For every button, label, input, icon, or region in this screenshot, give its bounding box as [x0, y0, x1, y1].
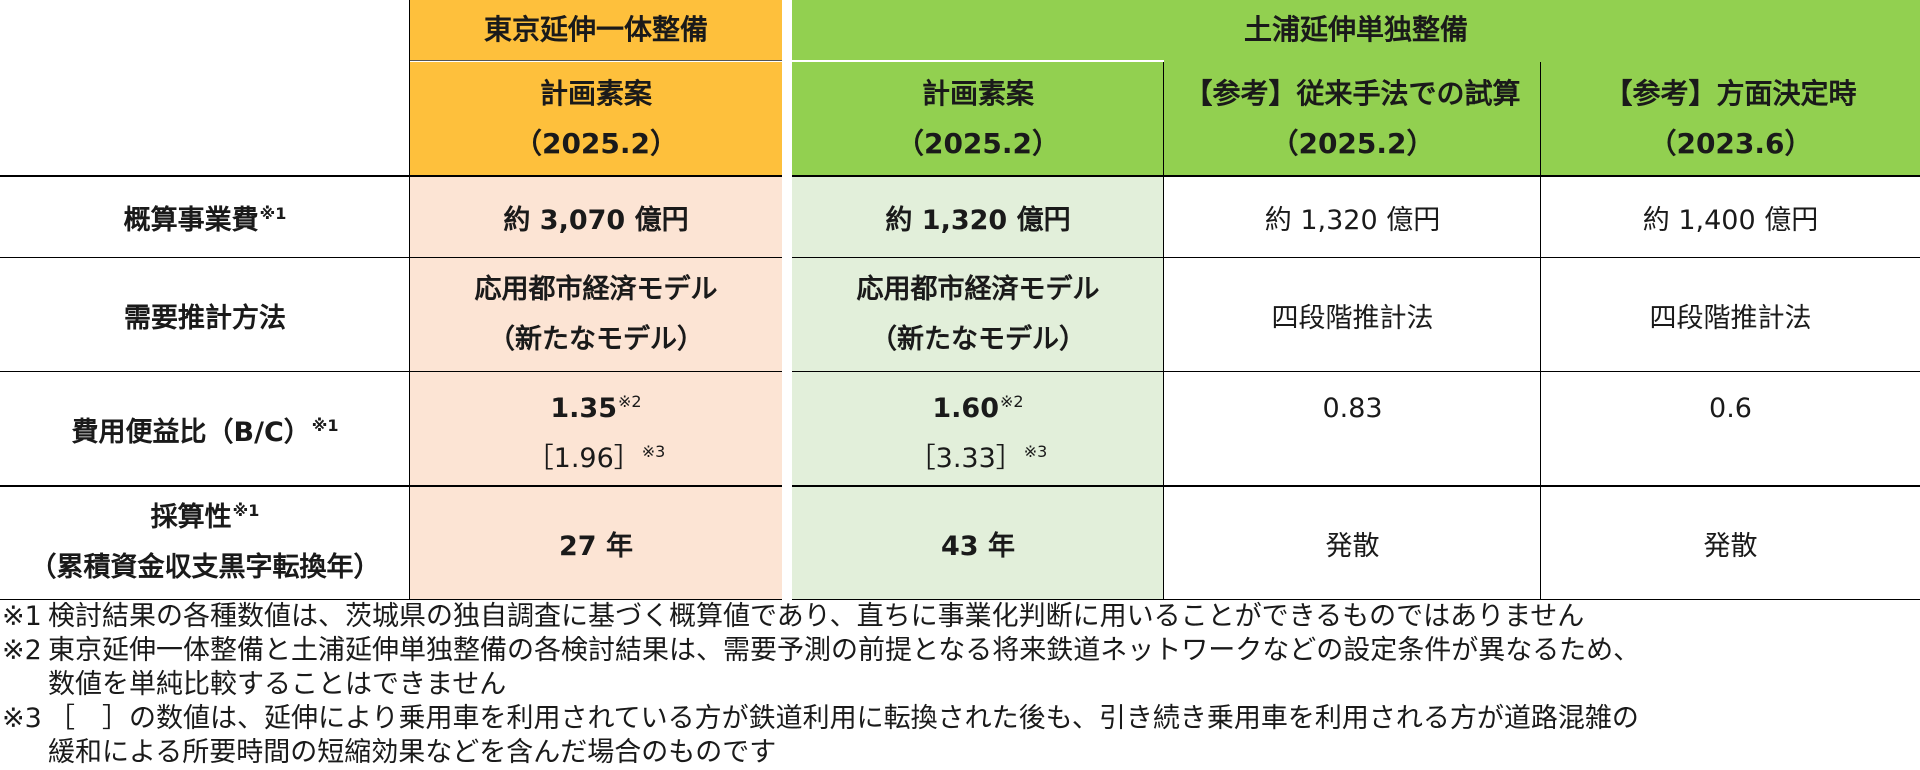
row-bc-c4: 0.6: [1541, 372, 1920, 486]
row-profit-c1-text: 27 年: [559, 530, 633, 562]
line-header-top: [410, 60, 782, 61]
tokyo-group-title: 東京延伸一体整備: [483, 13, 708, 46]
row-bc-c1-bracket: ［1.96］: [526, 443, 641, 474]
row-bc-c1-value: 1.35: [550, 393, 618, 424]
line-label-divider: [409, 0, 410, 600]
row-method-c1: 応用都市経済モデル （新たなモデル）: [410, 258, 782, 372]
tsuchiura-group-header: 土浦延伸単独整備: [792, 0, 1920, 60]
row-profit-c2-text: 43 年: [941, 530, 1015, 562]
footnote-3-line1: ［ ］の数値は、延伸により乗用車を利用されている方が鉄道利用に転換された後も、引…: [48, 703, 1639, 734]
row-method-c4: 四段階推計法: [1541, 258, 1920, 372]
row-bc-c2-bracket: ［3.33］: [908, 443, 1023, 474]
row-cost-label-text: 概算事業費: [123, 204, 259, 236]
row-bc-c1-bracket-note: ※3: [641, 442, 666, 461]
tokyo-group-header: 東京延伸一体整備: [410, 0, 782, 60]
col3-header-line1: 【参考】従来手法での試算: [1184, 77, 1521, 110]
row-bc-c4-text: 0.6: [1709, 393, 1752, 424]
row-bc-c1: 1.35※2 ［1.96］※3: [410, 372, 782, 486]
row-profit-label: 採算性※1 （累積資金収支黒字転換年）: [0, 486, 410, 600]
row-cost-c2-text: 約 1,320 億円: [885, 204, 1071, 236]
row-method-label: 需要推計方法: [0, 258, 410, 372]
row-bc-c3: 0.83: [1164, 372, 1541, 486]
row-bc-c2-note: ※2: [1000, 392, 1024, 411]
row-profit-c4: 発散: [1541, 486, 1920, 600]
row-cost-c1: 約 3,070 億円: [410, 176, 782, 258]
col1-header-line2: （2025.2）: [513, 127, 679, 160]
col3-header-line2: （2025.2）: [1270, 127, 1435, 160]
row-method-label-text: 需要推計方法: [124, 302, 286, 334]
row-profit-label-line2: （累積資金収支黒字転換年）: [29, 552, 381, 583]
col2-header-line2: （2025.2）: [895, 127, 1061, 160]
row-method-c1-line1: 応用都市経済モデル: [474, 274, 718, 305]
col4-header: 【参考】方面決定時 （2023.6）: [1541, 62, 1920, 176]
col1-body-bg: [410, 176, 782, 600]
row-cost-c3: 約 1,320 億円: [1164, 176, 1541, 258]
footnote-3-mark: ※3: [2, 703, 42, 734]
row-method-c4-text: 四段階推計法: [1649, 302, 1812, 334]
footnote-1: ※1 検討結果の各種数値は、茨城県の独自調査に基づく概算値であり、直ちに事業化判…: [0, 600, 1920, 634]
row-profit-c2: 43 年: [792, 486, 1164, 600]
col2-body-bg: [792, 176, 1164, 600]
footnote-1-text: 検討結果の各種数値は、茨城県の独自調査に基づく概算値であり、直ちに事業化判断に用…: [48, 601, 1585, 632]
line-col4-divider: [1540, 62, 1541, 600]
footnote-3: ※3 ［ ］の数値は、延伸により乗用車を利用されている方が鉄道利用に転換された後…: [0, 702, 1920, 770]
row-method-c1-line2: （新たなモデル）: [488, 324, 704, 355]
line-row2-bottom: [0, 371, 1920, 372]
row-bc-c2-bracket-note: ※3: [1023, 442, 1048, 461]
row-cost-label: 概算事業費※1: [0, 176, 410, 258]
col2-header: 計画素案 （2025.2）: [792, 62, 1164, 176]
row-profit-label-note: ※1: [232, 501, 260, 520]
col1-header: 計画素案 （2025.2）: [410, 62, 782, 176]
row-cost-label-note: ※1: [259, 203, 287, 223]
row-profit-label-line1: 採算性: [150, 502, 232, 533]
row-bc-c2-value: 1.60: [932, 393, 1000, 424]
row-profit-c4-text: 発散: [1703, 530, 1758, 562]
row-profit-c3-text: 発散: [1325, 530, 1380, 562]
row-bc-c2: 1.60※2 ［3.33］※3: [792, 372, 1164, 486]
col1-header-line1: 計画素案: [539, 77, 652, 110]
row-profit-c3: 発散: [1164, 486, 1541, 600]
row-bc-c1-note: ※2: [618, 392, 642, 411]
row-cost-c4: 約 1,400 億円: [1541, 176, 1920, 258]
row-method-c2-line2: （新たなモデル）: [870, 324, 1086, 355]
footnote-3-text: ［ ］の数値は、延伸により乗用車を利用されている方が鉄道利用に転換された後も、引…: [48, 702, 1920, 770]
line-row1-bottom: [0, 257, 1920, 258]
line-table-bottom: [0, 599, 1920, 600]
footnote-2-text: 東京延伸一体整備と土浦延伸単独整備の各検討結果は、需要予測の前提となる将来鉄道ネ…: [48, 634, 1920, 702]
row-method-c2-line1: 応用都市経済モデル: [856, 274, 1100, 305]
row-bc-c3-text: 0.83: [1322, 393, 1383, 424]
row-bc-label-note: ※1: [311, 415, 339, 435]
tsuchiura-group-title: 土浦延伸単独整備: [1243, 13, 1468, 46]
group-separator: [782, 0, 792, 600]
footnote-1-mark: ※1: [2, 601, 42, 632]
col4-header-line2: （2023.6）: [1648, 127, 1813, 160]
line-col3-divider: [1163, 62, 1164, 600]
row-bc-label-text: 費用便益比（B/C）: [71, 416, 311, 448]
line-row3-bottom: [0, 485, 1920, 487]
row-cost-c2: 約 1,320 億円: [792, 176, 1164, 258]
row-cost-c4-text: 約 1,400 億円: [1642, 204, 1819, 236]
footnote-2-mark: ※2: [2, 635, 42, 666]
row-cost-c3-text: 約 1,320 億円: [1264, 204, 1441, 236]
footnote-2: ※2 東京延伸一体整備と土浦延伸単独整備の各検討結果は、需要予測の前提となる将来…: [0, 634, 1920, 702]
footnotes: ※1 検討結果の各種数値は、茨城県の独自調査に基づく概算値であり、直ちに事業化判…: [0, 600, 1920, 770]
col3-header: 【参考】従来手法での試算 （2025.2）: [1164, 62, 1541, 176]
col2-header-line1: 計画素案: [921, 77, 1034, 110]
row-bc-label: 費用便益比（B/C）※1: [0, 372, 410, 486]
row-cost-c1-text: 約 3,070 億円: [503, 204, 689, 236]
col4-header-line1: 【参考】方面決定時: [1604, 77, 1857, 110]
line-header-bottom: [0, 175, 1920, 177]
footnote-2-line2: 数値を単純比較することはできません: [48, 669, 507, 700]
row-method-c3: 四段階推計法: [1164, 258, 1541, 372]
footnote-2-line1: 東京延伸一体整備と土浦延伸単独整備の各検討結果は、需要予測の前提となる将来鉄道ネ…: [48, 635, 1641, 666]
row-method-c3-text: 四段階推計法: [1271, 302, 1434, 334]
group-separator-top-notch: [1164, 60, 1920, 62]
row-method-c2: 応用都市経済モデル （新たなモデル）: [792, 258, 1164, 372]
footnote-3-line2: 緩和による所要時間の短縮効果などを含んだ場合のものです: [48, 737, 777, 768]
row-profit-c1: 27 年: [410, 486, 782, 600]
